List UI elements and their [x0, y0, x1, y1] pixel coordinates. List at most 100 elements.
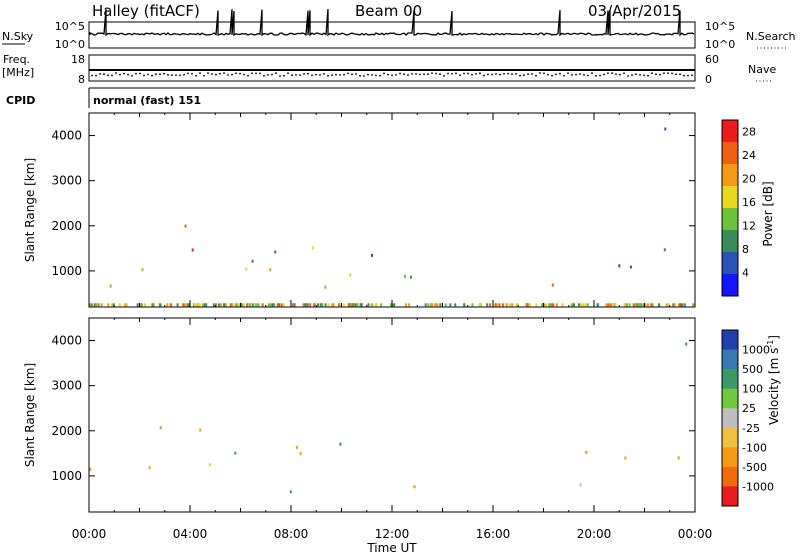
heatmap-cell [635, 303, 638, 307]
nave-dot [167, 73, 169, 76]
heatmap-cell [269, 303, 272, 307]
heatmap-cell [545, 303, 548, 307]
nave-dot [323, 73, 325, 75]
nave-dot [175, 74, 177, 76]
heatmap-cell [579, 483, 582, 487]
heatmap-cell [306, 303, 309, 307]
nave-dot [327, 74, 329, 77]
power-colorbar-ticks: 4 8 12 16 20 24 28 [742, 126, 756, 280]
heatmap-cell [596, 303, 599, 307]
nave-dot [627, 75, 629, 77]
nave-dot [259, 72, 261, 75]
freq-panel: Freq. [MHz] 18 8 60 0 Nave [2, 53, 776, 86]
heatmap-cell [434, 303, 437, 307]
heatmap-cell [118, 303, 121, 307]
heatmap-cell [246, 303, 249, 307]
colorbar-tick-label: 8 [742, 243, 749, 256]
nave-dot [671, 72, 673, 75]
nave-dot [379, 74, 381, 77]
nave-dot [367, 73, 369, 76]
nave-dot [407, 74, 409, 76]
heatmap-cell [543, 303, 546, 307]
heatmap-cell [680, 303, 683, 307]
heatmap-cell [605, 303, 608, 307]
nave-dots [91, 72, 693, 77]
nave-dot [507, 72, 509, 75]
heatmap-cell [182, 303, 185, 307]
heatmap-cell [509, 303, 511, 307]
cpid-value: normal (fast) 151 [93, 94, 201, 107]
heatmap-cell [424, 303, 427, 307]
nave-dot [503, 72, 505, 75]
heatmap-cell [159, 303, 162, 307]
nave-dot [91, 74, 93, 77]
colorbar-segment [722, 330, 738, 351]
nave-dot [639, 73, 641, 76]
nave-dot [523, 74, 525, 77]
heatmap-cell [235, 303, 238, 307]
heatmap-cell [319, 303, 322, 307]
heatmap-cell [444, 303, 447, 307]
heatmap-cell [541, 303, 544, 307]
heatmap-cell [677, 456, 680, 460]
power-plot-bg [89, 113, 695, 307]
nave-dot [483, 74, 485, 77]
nave-dot [295, 74, 297, 76]
heatmap-cell [223, 303, 225, 307]
nave-dot [535, 74, 537, 77]
nsky-line [89, 8, 695, 37]
colorbar-tick-label: 24 [742, 149, 756, 162]
nave-dot [395, 74, 397, 76]
heatmap-cell [501, 303, 504, 307]
heatmap-cell [193, 303, 196, 307]
x-tick-label: 16:00 [476, 527, 511, 541]
heatmap-cell [582, 303, 585, 307]
station-title: Halley (fitACF) [92, 2, 200, 20]
nave-dot [99, 73, 101, 75]
heatmap-cell [658, 303, 660, 307]
nave-dot [263, 74, 265, 77]
nave-dot [319, 74, 321, 76]
nave-dot [491, 73, 493, 76]
heatmap-cell [618, 264, 621, 268]
nave-dot [307, 72, 309, 75]
colorbar-tick-label: -25 [742, 422, 760, 435]
nave-dot [299, 74, 301, 76]
heatmap-cell [498, 303, 501, 307]
colorbar-segment [722, 486, 738, 507]
nave-dot [231, 73, 233, 76]
nave-dot [655, 73, 657, 76]
heatmap-cell [309, 303, 312, 307]
freq-label-line2: [MHz] [2, 66, 34, 79]
y-tick-label: 1000 [51, 264, 82, 278]
nsky-tick-top: 10^5 [55, 20, 85, 33]
nave-dot [527, 73, 529, 75]
heatmap-cell [312, 246, 315, 250]
heatmap-cell [251, 259, 254, 263]
y-tick-label: 4000 [51, 129, 82, 143]
nave-dot [635, 73, 637, 76]
heatmap-cell [494, 303, 497, 307]
heatmap-cell [197, 303, 200, 307]
heatmap-cell [152, 303, 155, 307]
heatmap-cell [391, 303, 394, 307]
x-tick-label: 00:00 [72, 527, 107, 541]
heatmap-cell [141, 268, 144, 272]
velocity-plot-bg [89, 318, 695, 512]
heatmap-cell [243, 303, 245, 307]
heatmap-cell [159, 426, 162, 430]
heatmap-cell [551, 303, 554, 307]
heatmap-cell [342, 303, 345, 307]
nave-dot [195, 74, 197, 77]
colorbar-segment [722, 369, 738, 390]
heatmap-cell [261, 303, 264, 307]
heatmap-cell [141, 303, 143, 307]
heatmap-cell [274, 250, 277, 254]
nave-dot [215, 73, 217, 76]
nave-dot [603, 73, 605, 76]
heatmap-cell [176, 303, 179, 307]
x-tick-label: 08:00 [274, 527, 309, 541]
heatmap-cell [626, 303, 628, 307]
heatmap-cell [561, 303, 564, 307]
colorbar-segment [722, 164, 738, 187]
